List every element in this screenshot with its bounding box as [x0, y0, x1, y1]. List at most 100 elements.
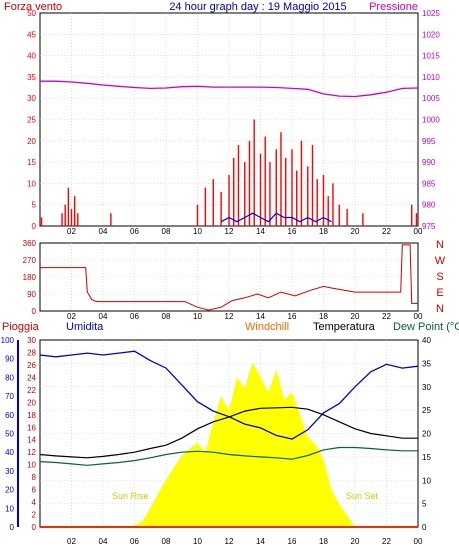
rain-axis-tick: 20 [27, 398, 36, 407]
direction-letter: E [436, 287, 443, 299]
humidity-axis-tick: 10 [5, 504, 14, 513]
x-tick-label: 00 [414, 227, 423, 236]
x-tick-label: 08 [162, 227, 171, 236]
x-tick-label: 14 [256, 312, 265, 321]
humidity-legend: Umidita [66, 321, 104, 333]
humidity-axis-tick: 90 [5, 355, 14, 364]
humidity-axis-tick: 100 [1, 336, 15, 345]
humidity-axis-tick: 50 [5, 430, 14, 439]
rain-axis-tick: 10 [27, 461, 36, 470]
x-tick-label: 06 [130, 312, 139, 321]
x-tick-label: 00 [414, 312, 423, 321]
x-tick-label: 10 [193, 312, 202, 321]
pressure-line [40, 80, 419, 98]
temperature-axis-tick: 20 [422, 430, 431, 439]
x-tick-label: 18 [319, 537, 328, 546]
temperature-axis-tick: 25 [422, 406, 431, 415]
sunrise-label: Sun Rise [112, 491, 149, 501]
solar-radiation-series [40, 362, 418, 527]
pressure-axis-tick: 1000 [422, 116, 440, 125]
rain-axis-title: Pioggia [2, 321, 40, 333]
pressure-axis-tick: 975 [422, 222, 436, 231]
dewpoint-legend: Dew Point (°C [393, 321, 459, 333]
rain-axis-tick: 8 [32, 473, 37, 482]
x-tick-label: 20 [351, 227, 360, 236]
x-tick-label: 04 [99, 227, 108, 236]
x-tick-label: 12 [225, 537, 234, 546]
pressure-axis-tick: 1015 [422, 52, 440, 61]
direction-letter: W [435, 255, 446, 267]
wind-axis-tick: 30 [27, 94, 36, 103]
humidity-axis-tick: 80 [5, 373, 14, 382]
wind-axis-title: Forza vento [4, 1, 62, 13]
temperature-axis-tick: 30 [422, 383, 431, 392]
pressure-axis-tick: 980 [422, 201, 436, 210]
temperature-axis-tick: 40 [422, 336, 431, 345]
wind-axis-tick: 25 [27, 116, 36, 125]
sunset-label: Sun Set [346, 491, 379, 501]
wind-direction-line [40, 244, 418, 311]
temperature-axis-tick: 0 [422, 523, 427, 532]
temperature-legend: Temperatura [313, 321, 376, 333]
direction-axis-tick: 360 [23, 239, 37, 248]
temperature-axis-tick: 5 [422, 500, 427, 509]
dewpoint-line [39, 446, 418, 466]
windchill-legend: Windchill [245, 321, 289, 333]
direction-letter: N [436, 303, 444, 315]
wind-axis-tick: 20 [27, 137, 36, 146]
wind-axis-tick: 15 [27, 158, 36, 167]
humidity-axis-tick: 30 [5, 467, 14, 476]
data-series [39, 80, 419, 528]
x-tick-label: 12 [225, 312, 234, 321]
wind-axis-tick: 50 [27, 9, 36, 18]
x-tick-label: 22 [382, 537, 391, 546]
rain-axis-tick: 24 [27, 373, 36, 382]
pressure-axis-tick: 1010 [422, 73, 440, 82]
x-tick-label: 20 [351, 312, 360, 321]
direction-letter: S [436, 271, 443, 283]
temperature-axis-tick: 35 [422, 359, 431, 368]
x-tick-label: 10 [193, 537, 202, 546]
wind-axis-tick: 40 [27, 52, 36, 61]
x-tick-label: 02 [67, 537, 76, 546]
temperature-line [39, 406, 418, 459]
x-tick-label: 22 [382, 227, 391, 236]
humidity-axis-tick: 0 [10, 523, 15, 532]
x-tick-label: 02 [67, 312, 76, 321]
x-tick-label: 14 [256, 227, 265, 236]
direction-axis-tick: 180 [23, 273, 37, 282]
x-tick-label: 16 [288, 227, 297, 236]
x-tick-label: 02 [67, 227, 76, 236]
wind-axis-tick: 0 [32, 222, 37, 231]
direction-axis-tick: 90 [27, 290, 36, 299]
x-tick-label: 12 [225, 227, 234, 236]
rain-axis-tick: 18 [27, 411, 36, 420]
rain-axis-tick: 16 [27, 423, 36, 432]
wind-axis-tick: 5 [32, 201, 37, 210]
rain-axis-tick: 14 [27, 436, 36, 445]
wind-axis-tick: 35 [27, 73, 36, 82]
rain-axis-tick: 4 [32, 498, 37, 507]
x-tick-label: 00 [414, 537, 423, 546]
humidity-axis-tick: 60 [5, 411, 14, 420]
direction-axis-tick: 0 [32, 307, 37, 316]
x-tick-label: 16 [288, 312, 297, 321]
rain-axis-tick: 30 [27, 336, 36, 345]
humidity-axis-tick: 70 [5, 392, 14, 401]
x-tick-label: 20 [351, 537, 360, 546]
x-tick-label: 06 [130, 537, 139, 546]
rain-axis-tick: 12 [27, 448, 36, 457]
pressure-axis-tick: 990 [422, 158, 436, 167]
pressure-axis-tick: 995 [422, 137, 436, 146]
direction-letter: N [436, 239, 444, 251]
rain-axis-tick: 6 [32, 486, 37, 495]
x-tick-label: 14 [256, 537, 265, 546]
pressure-axis-tick: 985 [422, 179, 436, 188]
x-tick-label: 10 [193, 227, 202, 236]
wind-axis-tick: 45 [27, 30, 36, 39]
wind-axis-tick: 10 [27, 179, 36, 188]
rain-axis-tick: 22 [27, 386, 36, 395]
